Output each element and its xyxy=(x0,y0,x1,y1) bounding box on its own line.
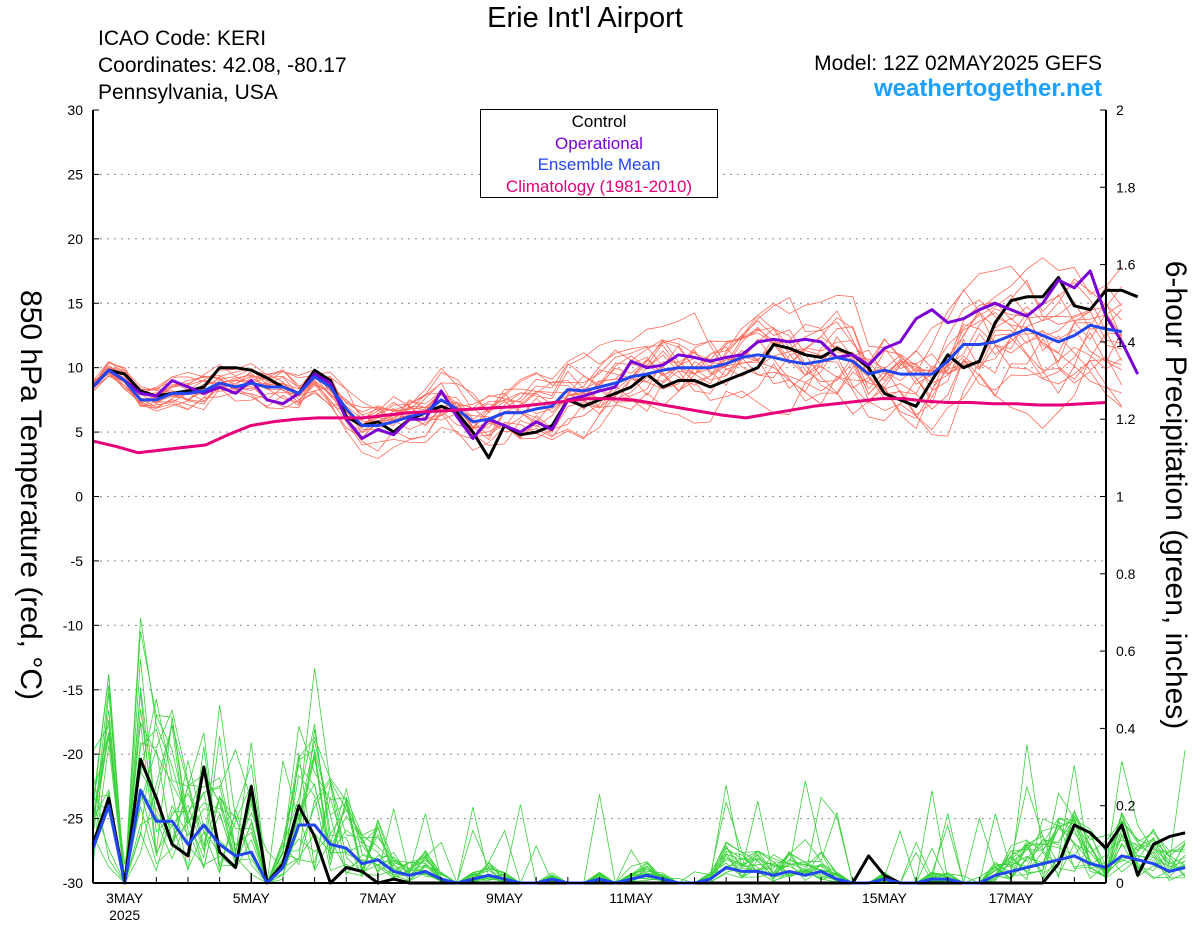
y-tick-label-left: 0 xyxy=(75,489,83,505)
ensemble-member-precip-line xyxy=(92,721,1186,885)
y-tick-label-right: 0.6 xyxy=(1116,643,1136,659)
y-axis-label-left: 850 hPa Temperature (red, °C) xyxy=(14,290,47,700)
precipitation-members xyxy=(92,617,1186,885)
y-axis-label-right: 6-hour Precipitation (green, inches) xyxy=(1159,260,1192,730)
x-tick-label: 3MAY xyxy=(106,890,144,906)
x-tick-label: 7MAY xyxy=(359,890,397,906)
x-tick-label: 5MAY xyxy=(233,890,271,906)
y-tick-label-right: 1.8 xyxy=(1116,179,1136,195)
legend: Control Operational Ensemble Mean Climat… xyxy=(480,109,718,198)
y-tick-label-left: 5 xyxy=(75,424,83,440)
operational-line xyxy=(91,269,1140,440)
model-run: Model: 12Z 02MAY2025 GEFS xyxy=(814,52,1102,75)
y-tick-label-right: 1.4 xyxy=(1116,334,1136,350)
x-tick-label: 9MAY xyxy=(486,890,524,906)
y-tick-label-right: 0.2 xyxy=(1116,798,1136,814)
y-tick-label-left: 15 xyxy=(67,295,83,311)
legend-operational: Operational xyxy=(555,133,643,153)
ensemble-member-temperature-line xyxy=(92,312,1123,441)
site-link[interactable]: weathertogether.net xyxy=(873,75,1102,102)
ensemble-member-temperature-line xyxy=(92,303,1123,446)
coordinates: Coordinates: 42.08, -80.17 xyxy=(98,54,347,77)
ensemble-mean-line xyxy=(91,323,1123,428)
y-tick-label-left: -5 xyxy=(71,553,84,569)
y-tick-label-left: 20 xyxy=(67,231,83,247)
x-tick-label: 11MAY xyxy=(609,890,653,906)
legend-climatology: Climatology (1981-2010) xyxy=(505,176,693,196)
ensemble-member-precip-line xyxy=(92,674,1186,884)
ensemble-mean-precip-line xyxy=(91,788,1186,885)
ensemble-member-precip-line xyxy=(92,719,1186,885)
y-tick-label-left: -20 xyxy=(63,746,83,762)
y-tick-label-left: 25 xyxy=(67,166,83,182)
x-tick-label: 13MAY xyxy=(735,890,781,906)
y-tick-label-right: 1 xyxy=(1116,489,1124,505)
y-tick-label-left: -15 xyxy=(63,682,83,698)
y-tick-label-left: 30 xyxy=(67,102,83,118)
y-tick-label-right: 1.6 xyxy=(1116,257,1136,273)
ensemble-member-precip-line xyxy=(92,684,1186,884)
grid-lines xyxy=(93,173,1106,820)
chart-title: Erie Int'l Airport xyxy=(487,2,683,34)
climatology-line xyxy=(92,397,1107,455)
axes: -30-25-20-15-10-505101520253000.20.40.60… xyxy=(63,102,1136,923)
y-tick-label-left: -10 xyxy=(63,617,83,633)
ensemble-member-temperature-line xyxy=(92,299,1123,412)
legend-ensemble-mean: Ensemble Mean xyxy=(537,155,661,174)
ensemble-member-temperature-line xyxy=(92,312,1122,438)
x-tick-label: 15MAY xyxy=(862,890,908,906)
y-tick-label-left: -30 xyxy=(63,875,83,891)
ensemble-member-temperature-line xyxy=(92,265,1122,451)
y-tick-label-right: 2 xyxy=(1116,102,1124,118)
y-tick-label-right: 0.4 xyxy=(1116,720,1136,736)
y-tick-label-right: 1.2 xyxy=(1116,411,1136,427)
y-tick-label-left: -25 xyxy=(63,811,83,827)
x-tick-label: 17MAY xyxy=(989,890,1035,906)
y-tick-label-right: 0 xyxy=(1116,875,1124,891)
y-tick-label-right: 0.8 xyxy=(1116,566,1136,582)
ensemble-member-precip-line xyxy=(92,699,1186,885)
control-line xyxy=(91,276,1139,460)
icao-code: ICAO Code: KERI xyxy=(98,27,267,50)
y-tick-label-left: 10 xyxy=(67,360,83,376)
x-tick-sublabel: 2025 xyxy=(109,907,140,923)
region: Pennsylvania, USA xyxy=(98,81,278,104)
legend-control: Control xyxy=(571,112,627,131)
